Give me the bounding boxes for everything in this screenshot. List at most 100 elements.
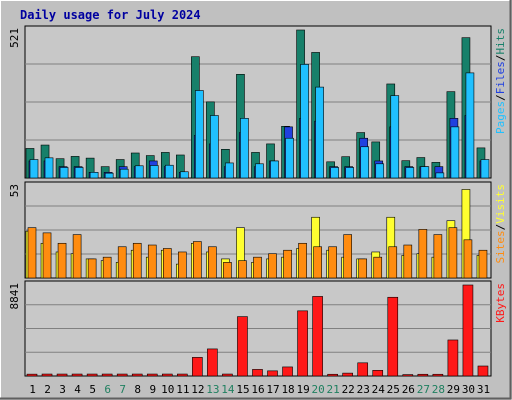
bar-sites-4	[72, 234, 82, 279]
bar-pages-31	[480, 159, 490, 179]
bar-pages-3	[59, 167, 69, 179]
bar-sites-3	[57, 242, 67, 279]
bar-kbytes-20	[312, 296, 323, 377]
bar-kbytes-15	[237, 316, 248, 377]
bar-pages-2	[44, 157, 54, 179]
bar-pages-21	[330, 167, 339, 179]
x-tick-label: 4	[74, 383, 81, 396]
bar-kbytes-8	[131, 373, 143, 377]
bar-kbytes-9	[146, 373, 158, 377]
bar-sites-20	[313, 246, 322, 279]
bar-sites-9	[147, 244, 157, 279]
bar-kbytes-6	[101, 373, 113, 377]
x-tick-label: 31	[477, 383, 490, 396]
x-tick-label: 15	[236, 383, 249, 396]
bar-sites-13	[208, 246, 217, 279]
x-tick-label: 24	[372, 383, 386, 396]
legend-entry: /	[494, 94, 507, 101]
bar-kbytes-18	[282, 366, 293, 377]
bar-kbytes-22	[342, 372, 353, 377]
bar-pages-30	[465, 72, 475, 179]
bar-kbytes-19	[297, 310, 308, 377]
kbytes-legend: KBytes	[494, 283, 507, 323]
x-tick-label: 3	[59, 383, 66, 396]
bar-sites-19	[298, 242, 307, 279]
bar-kbytes-23	[357, 362, 369, 377]
visits-sites-panel: 53 Sites/Visits	[8, 181, 507, 279]
kbytes-max-label: 8841	[8, 283, 21, 310]
bar-sites-16	[253, 256, 262, 279]
bar-kbytes-5	[86, 373, 98, 377]
bar-pages-25	[390, 95, 400, 179]
legend-entry: Hits	[494, 28, 507, 55]
bar-pages-17	[270, 160, 279, 179]
bar-kbytes-28	[432, 373, 444, 377]
bar-sites-15	[238, 260, 247, 279]
x-tick-label: 6	[104, 383, 111, 396]
bar-sites-2	[42, 232, 52, 279]
bar-pages-15	[240, 118, 249, 179]
bar-sites-6	[102, 256, 112, 279]
bar-kbytes-1	[26, 373, 38, 377]
bar-kbytes-30	[462, 284, 474, 377]
bar-kbytes-25	[387, 296, 399, 377]
x-tick-label: 20	[312, 383, 325, 396]
bar-sites-12	[193, 241, 202, 279]
chart-title: Daily usage for July 2024	[20, 8, 201, 22]
legend-entry: Sites	[494, 230, 507, 263]
bar-sites-5	[87, 258, 97, 279]
hits-files-pages-max-label: 521	[8, 28, 21, 48]
bar-kbytes-27	[417, 373, 429, 377]
bar-kbytes-3	[56, 373, 68, 377]
bar-sites-27	[418, 229, 428, 279]
bar-sites-11	[178, 251, 187, 279]
x-tick-label: 23	[357, 383, 370, 396]
legend-entry: Files	[494, 61, 507, 94]
bar-kbytes-17	[267, 370, 278, 377]
legend-entry: KBytes	[494, 283, 507, 323]
bar-pages-23	[360, 146, 370, 179]
bar-kbytes-11	[177, 373, 188, 377]
bar-pages-18	[285, 137, 294, 179]
x-tick-label: 8	[134, 383, 141, 396]
bar-pages-8	[134, 165, 144, 179]
x-tick-label: 9	[149, 383, 156, 396]
bar-pages-11	[180, 171, 189, 179]
bar-sites-10	[162, 248, 172, 279]
visits-sites-legend: Sites/Visits	[494, 184, 507, 264]
bar-sites-21	[328, 246, 337, 279]
bar-pages-6	[104, 172, 114, 179]
bar-kbytes-12	[192, 357, 203, 377]
x-tick-label: 21	[327, 383, 340, 396]
bar-sites-18	[283, 249, 292, 279]
x-tick-label: 27	[417, 383, 430, 396]
bar-sites-31	[478, 249, 488, 279]
bar-pages-29	[450, 126, 460, 179]
bar-sites-29	[448, 227, 458, 279]
bar-kbytes-21	[327, 373, 338, 377]
bar-pages-20	[315, 86, 324, 179]
bar-kbytes-7	[116, 373, 128, 377]
bar-sites-28	[433, 234, 443, 279]
x-tick-label: 22	[342, 383, 355, 396]
bar-pages-16	[255, 163, 264, 179]
bar-pages-27	[420, 166, 430, 179]
bar-sites-30	[463, 239, 473, 279]
bar-pages-13	[210, 115, 219, 179]
bar-kbytes-14	[222, 373, 233, 377]
bar-kbytes-16	[252, 369, 263, 377]
x-tick-label: 30	[462, 383, 475, 396]
x-axis-labels: 1 2 3 4 5 6 7 8 9 10 11 12 13 14 15 16 17 18 19 20 21 22 23 24 2…	[29, 383, 490, 396]
bar-kbytes-26	[402, 374, 414, 377]
x-tick-label: 25	[387, 383, 400, 396]
bar-pages-19	[300, 64, 309, 179]
bar-sites-26	[403, 244, 413, 279]
bar-kbytes-31	[477, 365, 489, 377]
x-tick-label: 10	[161, 383, 174, 396]
bar-pages-26	[405, 167, 415, 179]
bar-pages-14	[225, 162, 234, 179]
x-tick-label: 26	[402, 383, 415, 396]
bar-sites-25	[388, 246, 398, 279]
x-tick-label: 7	[119, 383, 126, 396]
